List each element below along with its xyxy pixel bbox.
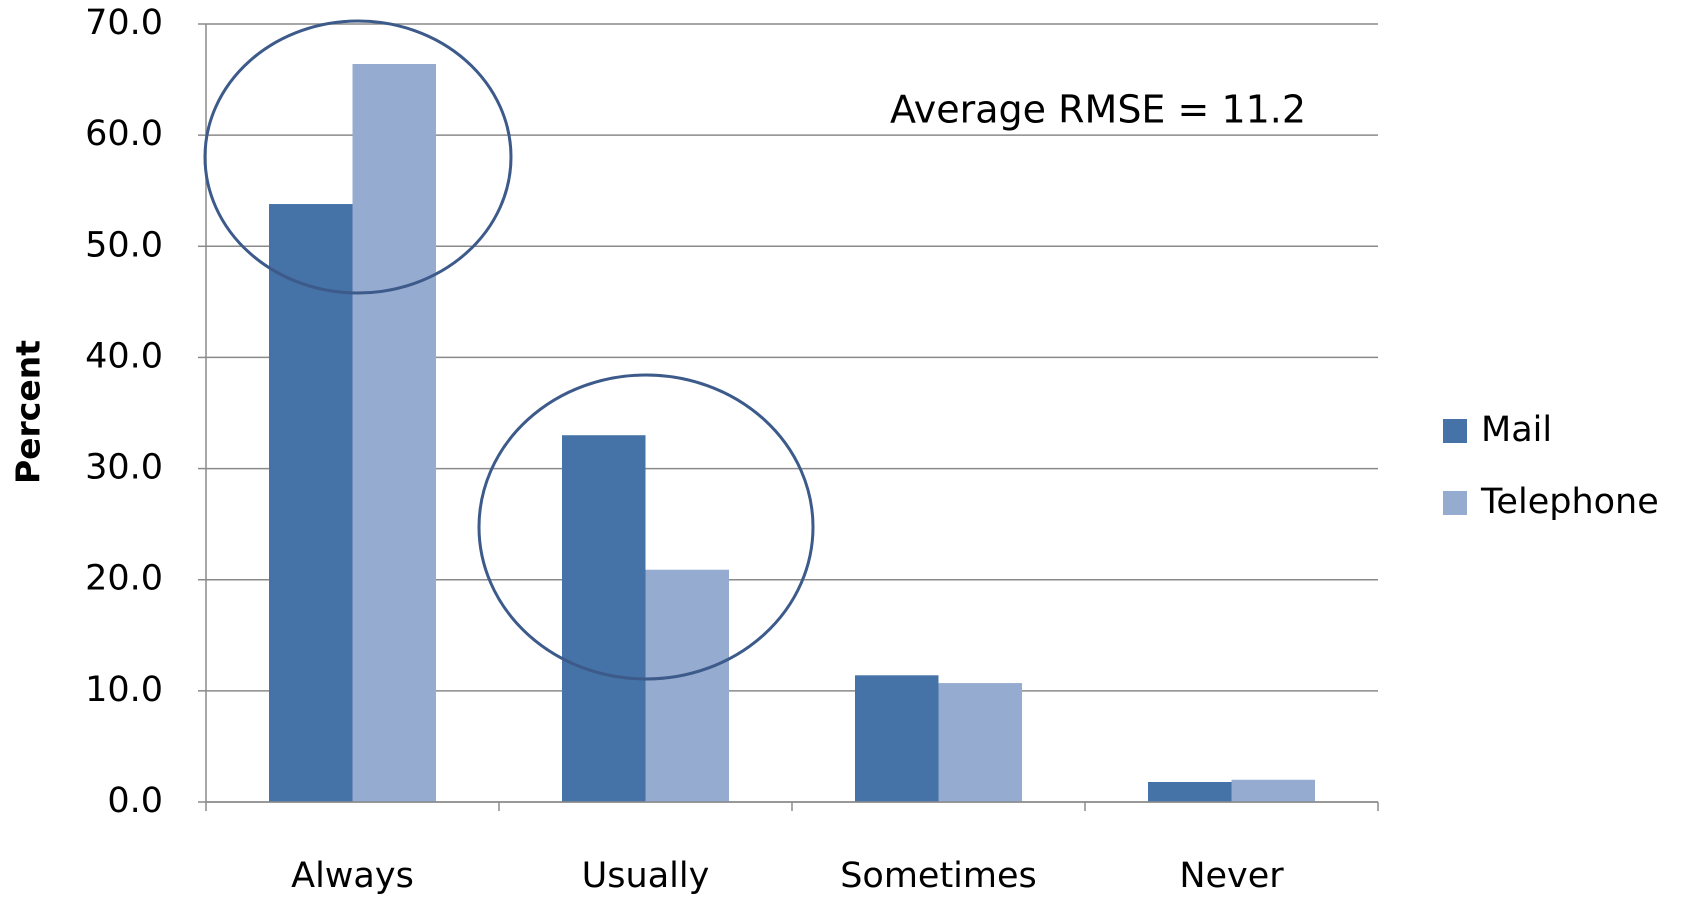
legend-label: Mail xyxy=(1481,410,1552,450)
y-tick-label: 30.0 xyxy=(85,448,163,488)
bar xyxy=(268,204,353,803)
x-tick-label: Sometimes xyxy=(840,856,1037,896)
annotation: Average RMSE = 11.2 xyxy=(890,88,1306,132)
bar xyxy=(1147,781,1232,802)
highlight-circle xyxy=(477,373,815,681)
y-tick-label: 70.0 xyxy=(85,3,163,43)
y-tick-label: 50.0 xyxy=(85,225,163,265)
bar xyxy=(1231,779,1316,802)
bar xyxy=(854,675,939,802)
legend-label: Telephone xyxy=(1480,482,1659,522)
bar xyxy=(561,435,646,802)
x-tick-label: Always xyxy=(291,856,414,896)
y-tick-label: 40.0 xyxy=(85,336,163,376)
y-tick-label: 10.0 xyxy=(85,670,163,710)
x-tick-label: Usually xyxy=(582,856,710,896)
bar xyxy=(645,569,730,802)
legend-swatch xyxy=(1443,491,1467,515)
y-axis-label: Percent xyxy=(9,340,48,484)
y-tick-label: 60.0 xyxy=(85,114,163,154)
y-tick-label: 0.0 xyxy=(107,781,163,821)
x-tick-label: Never xyxy=(1179,856,1284,896)
bar xyxy=(352,64,437,803)
legend-swatch xyxy=(1443,419,1467,443)
y-tick-label: 20.0 xyxy=(85,559,163,599)
bar xyxy=(938,683,1023,802)
highlight-circle xyxy=(203,19,513,295)
